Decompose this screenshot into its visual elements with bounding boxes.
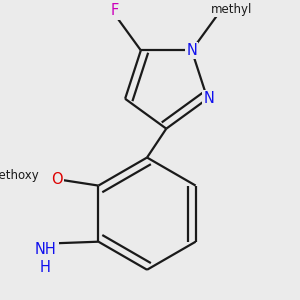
- Text: O: O: [51, 172, 63, 187]
- Text: methyl: methyl: [211, 3, 252, 16]
- Text: N: N: [204, 91, 214, 106]
- Text: N: N: [186, 43, 197, 58]
- Text: methoxy: methoxy: [0, 169, 39, 182]
- Text: F: F: [110, 3, 118, 18]
- Text: NH: NH: [35, 242, 56, 257]
- Text: H: H: [40, 260, 51, 275]
